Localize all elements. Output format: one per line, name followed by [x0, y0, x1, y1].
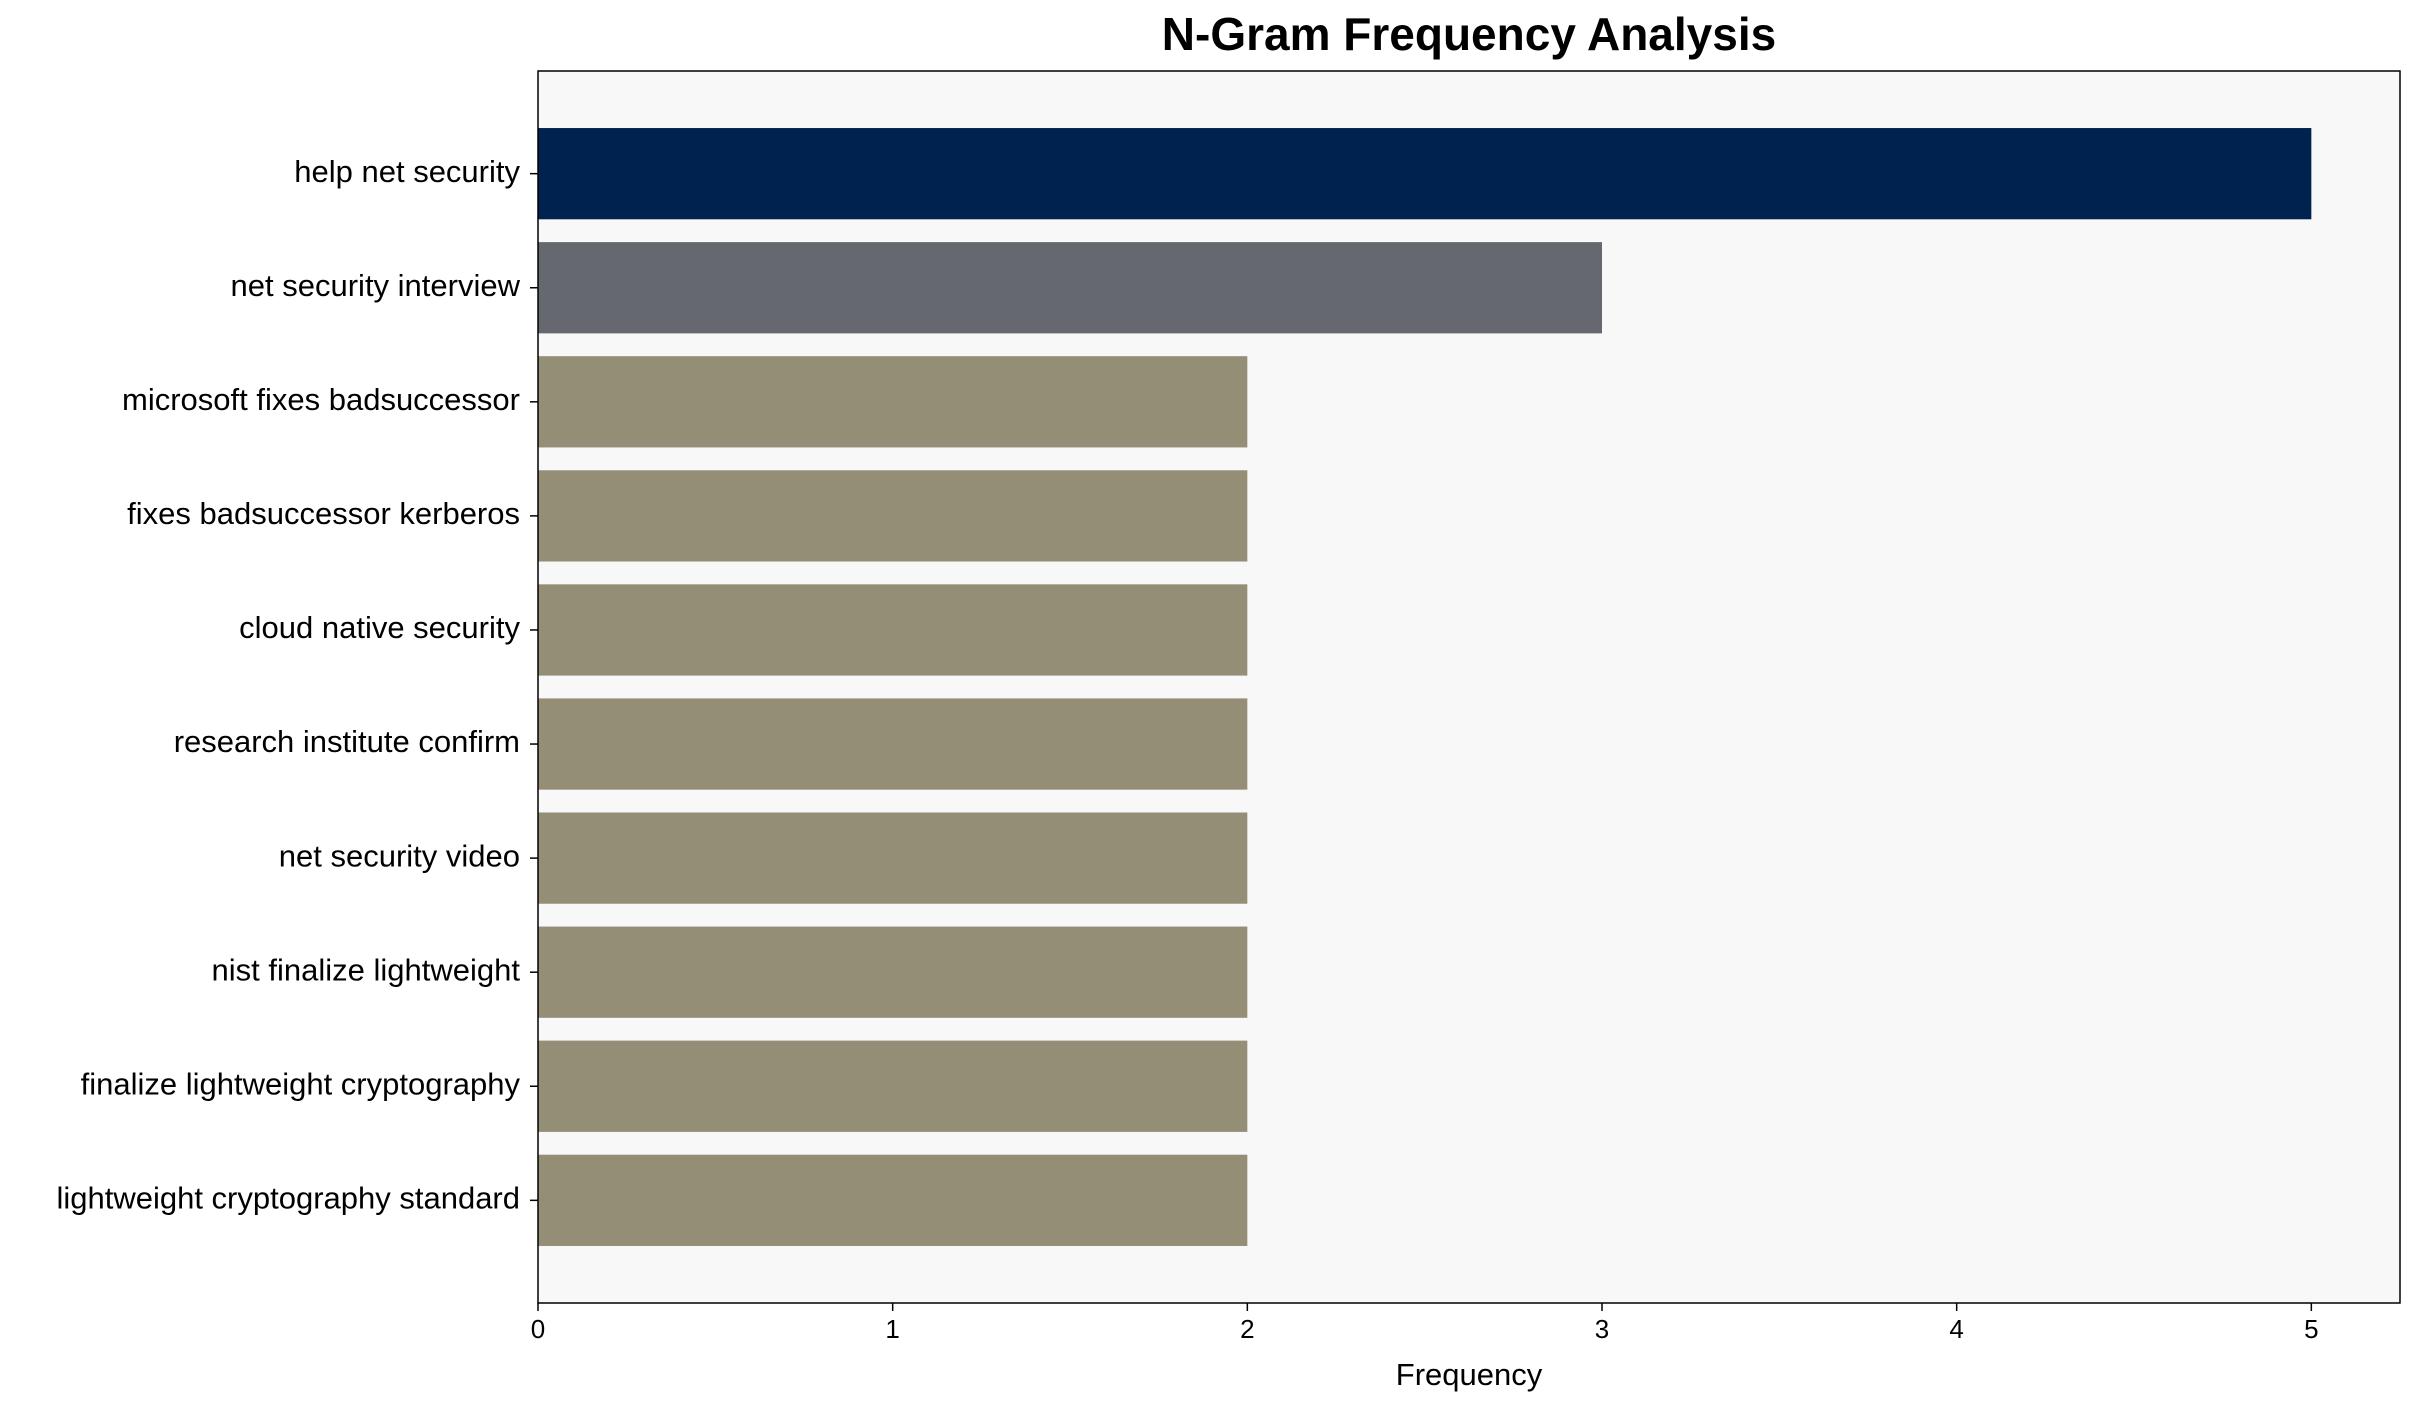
y-tick-label: fixes badsuccessor kerberos — [127, 496, 520, 531]
bar — [538, 242, 1602, 334]
y-tick-label: net security interview — [231, 268, 521, 303]
x-axis-label: Frequency — [1396, 1357, 1543, 1392]
x-tick-label: 0 — [531, 1314, 545, 1344]
y-tick-label: microsoft fixes badsuccessor — [122, 382, 520, 417]
y-tick-label: finalize lightweight cryptography — [81, 1066, 521, 1101]
bar — [538, 812, 1248, 904]
y-tick-label: lightweight cryptography standard — [56, 1181, 520, 1216]
x-tick-label: 3 — [1595, 1314, 1609, 1344]
bar — [538, 1154, 1248, 1246]
bar — [538, 356, 1248, 448]
bar — [538, 1040, 1248, 1132]
bar — [538, 926, 1248, 1018]
axes-frame — [537, 70, 2401, 1304]
bar — [538, 470, 1248, 562]
y-tick-label: net security video — [279, 838, 520, 873]
y-tick-label: nist finalize lightweight — [212, 952, 521, 987]
y-tick-label: cloud native security — [239, 610, 520, 645]
bar — [538, 584, 1248, 676]
y-tick-label: help net security — [294, 154, 520, 189]
chart-title: N-Gram Frequency Analysis — [1162, 8, 1776, 60]
bar — [538, 128, 2312, 220]
x-tick-label: 2 — [1240, 1314, 1254, 1344]
bar — [538, 698, 1248, 790]
y-tick-label: research institute confirm — [174, 724, 520, 759]
x-tick-label: 4 — [1949, 1314, 1963, 1344]
x-tick-label: 1 — [885, 1314, 899, 1344]
x-tick-label: 5 — [2304, 1314, 2318, 1344]
